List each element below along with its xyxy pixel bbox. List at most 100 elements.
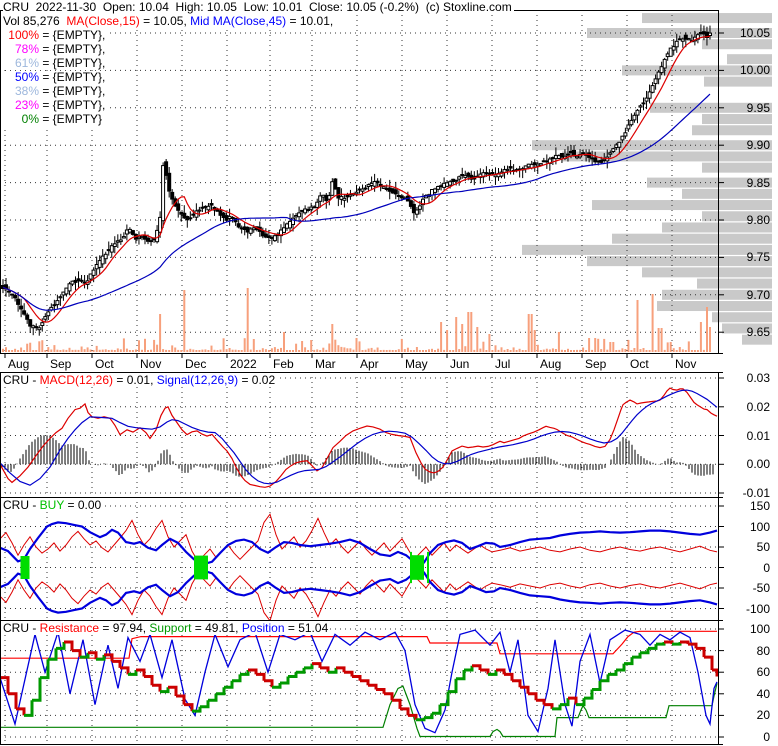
- rsp-y-tick-label: 20: [756, 708, 770, 723]
- chart-header-line2: Vol 85,276 MA(Close,15) = 10.05, Mid MA(…: [3, 14, 336, 28]
- price-panel-bg: [522, 13, 772, 345]
- price-y-tick-label: 9.65: [746, 325, 770, 340]
- rsp-panel-header: CRU - Resistance = 97.94, Support = 49.8…: [3, 621, 331, 635]
- macd-panel-header: CRU - MACD(12,26) = 0.01, Signal(12,26,9…: [3, 373, 278, 387]
- x-tick-label: May: [405, 357, 428, 371]
- volume-profile-bar: [522, 244, 772, 255]
- buy-series: [0, 513, 718, 620]
- x-tick-label: Aug: [8, 357, 30, 371]
- x-tick-label: Mar: [315, 357, 336, 371]
- rsp-y-tick-label: 0: [763, 730, 770, 744]
- macd-y-tick-label: -0.01: [742, 486, 770, 500]
- volume-profile-bar: [612, 233, 772, 244]
- price-y-tick-label: 9.70: [746, 287, 770, 302]
- macd-series: [0, 387, 718, 488]
- chart-header-line1: CRU 2022-11-30 Open: 10.04 High: 10.05 L…: [3, 0, 514, 14]
- legend-text: = 97.94,: [99, 621, 150, 635]
- volume-profile-bar: [587, 28, 772, 38]
- volume-profile-bar: [562, 151, 772, 162]
- buy-panel-header: CRU - BUY = 0.00: [3, 498, 104, 512]
- volume-profile-bar: [662, 289, 772, 300]
- volume-profile-bar: [727, 54, 772, 65]
- rsp-y-tick-label: 100: [749, 622, 770, 636]
- x-tick-label: Oct: [95, 357, 114, 371]
- buy-y-tick-label: 150: [749, 499, 770, 513]
- macd-y-tick-label: 0.00: [746, 457, 770, 472]
- macd-y-tick-label: 0.01: [746, 428, 770, 443]
- buy-signal-marker: [412, 555, 424, 580]
- price-series: [1, 24, 712, 352]
- buy-signal-marker: [20, 556, 30, 579]
- macd-y-tick-label: 0.02: [746, 399, 770, 414]
- fib-level-23%: 23% = {EMPTY},: [3, 99, 108, 112]
- volume-profile-bar: [702, 39, 772, 50]
- fib-level-100%: 100% = {EMPTY},: [3, 29, 108, 42]
- legend-text: = 10.01,: [286, 14, 334, 28]
- volume-profile-bar: [642, 267, 772, 278]
- volume-profile-bar: [702, 114, 772, 125]
- legend-text: = 0.01,: [113, 373, 157, 387]
- buy-y-tick-label: 100: [749, 519, 770, 534]
- volume-profile-bar: [682, 188, 772, 199]
- fib-level-50%: 50% = {EMPTY},: [3, 71, 108, 84]
- legend-text: BUY: [39, 498, 65, 512]
- x-tick-label: Aug: [540, 357, 562, 371]
- fib-level-0%: 0% = {EMPTY}: [3, 113, 105, 126]
- price-y-tick-label: 9.85: [746, 175, 770, 190]
- legend-text: Mid MA(Close,45): [190, 14, 287, 28]
- rsp-y-tick-label: 60: [756, 665, 770, 680]
- legend-text: = 49.81,: [191, 621, 242, 635]
- volume-profile-bar: [712, 312, 772, 323]
- buy-y-tick-label: -100: [745, 601, 770, 616]
- x-tick-label: Jul: [495, 357, 511, 371]
- volume-profile-bar: [662, 222, 772, 233]
- x-tick-label: Dec: [185, 357, 207, 371]
- x-tick-label: Apr: [360, 357, 379, 371]
- price-y-tick-label: 9.80: [746, 213, 770, 227]
- legend-text: Resistance: [39, 621, 100, 635]
- fib-level-78%: 78% = {EMPTY},: [3, 43, 108, 56]
- price-y-tick-label: 9.95: [746, 100, 770, 115]
- legend-text: = 51.04: [284, 621, 329, 635]
- legend-text: MA(Close,15): [66, 14, 140, 28]
- volume-profile-bar: [722, 323, 772, 334]
- rsp-y-tick-label: 40: [756, 686, 770, 701]
- buy-signal-marker: [194, 555, 208, 580]
- legend-text: CRU -: [3, 498, 40, 512]
- volume-profile-bar: [642, 13, 772, 24]
- x-tick-label: Jun: [450, 357, 470, 371]
- fib-level-61%: 61% = {EMPTY},: [3, 57, 108, 70]
- legend-text: CRU -: [3, 373, 40, 387]
- price-y-tick-label: 10.00: [739, 63, 770, 78]
- price-y-tick-label: 9.90: [746, 138, 770, 153]
- legend-text: Vol 85,276: [3, 14, 67, 28]
- volume-profile-bar: [692, 125, 772, 136]
- buy-y-tick-label: 50: [756, 540, 770, 554]
- buy-y-tick-label: -50: [752, 581, 770, 595]
- macd-y-tick-label: 0.03: [746, 371, 770, 385]
- price-y-tick-label: 9.75: [746, 250, 770, 265]
- x-tick-label: Oct: [630, 357, 649, 371]
- x-tick-label: Nov: [675, 357, 697, 371]
- volume-profile-bar: [702, 211, 772, 222]
- legend-text: = 10.05,: [139, 14, 191, 28]
- x-tick-label: Sep: [50, 357, 72, 371]
- buy-y-tick-label: 0: [763, 560, 770, 575]
- x-tick-label: Sep: [585, 357, 607, 371]
- volume-profile-bar: [587, 256, 772, 267]
- volume-profile-bar: [742, 334, 772, 345]
- x-tick-label: 2022: [230, 357, 257, 371]
- volume-profile-bar: [704, 76, 772, 87]
- rsp-y-tick-label: 80: [756, 643, 770, 658]
- legend-text: CRU -: [3, 621, 40, 635]
- volume-profile-bar: [647, 177, 772, 188]
- volume-profile-bar: [657, 301, 772, 312]
- rsp-series: [0, 629, 718, 738]
- legend-text: Position: [241, 621, 285, 635]
- legend-text: = 0.02: [238, 373, 276, 387]
- volume-profile-bar: [622, 65, 772, 76]
- legend-text: = 0.00: [64, 498, 102, 512]
- volume-profile-bar: [702, 162, 772, 173]
